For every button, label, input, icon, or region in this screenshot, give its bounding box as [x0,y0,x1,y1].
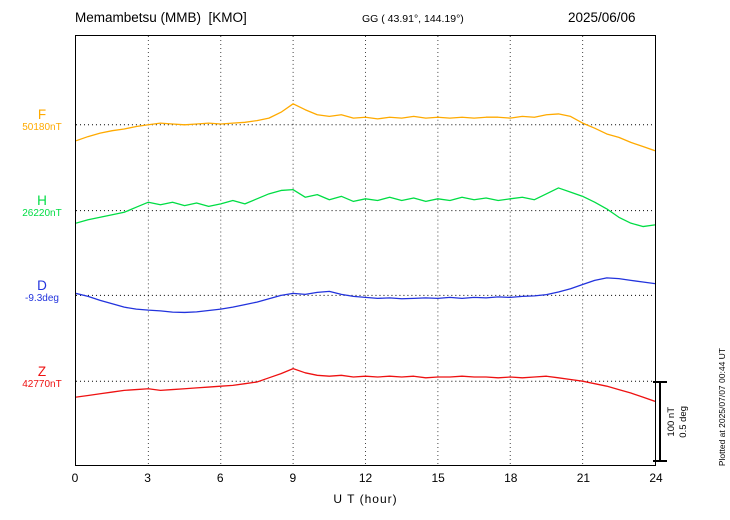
component-letter: D [37,278,47,293]
component-base-value: 50180nT [22,122,62,133]
x-tick-label: 12 [358,471,373,485]
series-label-z: Z 42770nT [10,364,74,391]
geographic-coords: GG ( 43.91°, 144.19°) [362,13,464,25]
trace-Z [76,367,655,402]
scale-bar-line [659,381,661,462]
component-base-value: 26220nT [22,208,62,219]
scale-label-nt: 100 nT [666,406,677,437]
scale-bar-top-cap [653,381,667,383]
x-tick-label: 15 [431,471,445,485]
x-axis-label: U T (hour) [333,492,398,506]
magnetogram-chart [76,36,655,465]
component-base-value: -9.3deg [25,293,59,304]
x-tick-label: 3 [144,471,151,485]
component-letter: H [37,193,47,208]
component-base-value: 42770nT [22,379,62,390]
series-label-f: F 50180nT [10,107,74,134]
x-tick-label: 6 [216,471,224,485]
station-title: Memambetsu (MMB) [KMO] [75,10,247,25]
trace-F [76,103,655,152]
plotted-at-note: Plotted at 2025/07/07 00:44 UT [717,347,727,466]
x-tick-label: 21 [576,471,591,485]
x-tick-label: 24 [649,471,663,485]
trace-D [76,277,655,314]
trace-H [76,187,655,228]
x-axis-ticks: 0 3 6 9 12 15 18 21 24 [0,471,730,487]
plot-area [75,35,656,466]
series-label-d: D -9.3deg [10,278,74,305]
plot-date: 2025/06/06 [568,10,636,25]
series-label-h: H 26220nT [10,193,74,220]
x-tick-label: 0 [71,471,79,485]
x-tick-label: 18 [504,471,518,485]
scale-bar-bottom-cap [653,460,667,462]
x-tick-label: 9 [289,471,297,485]
scale-bar-labels: 100 nT 0.5 deg [666,381,689,462]
component-letter: Z [37,364,47,379]
component-letter: F [37,107,47,122]
scale-label-deg: 0.5 deg [678,405,689,438]
